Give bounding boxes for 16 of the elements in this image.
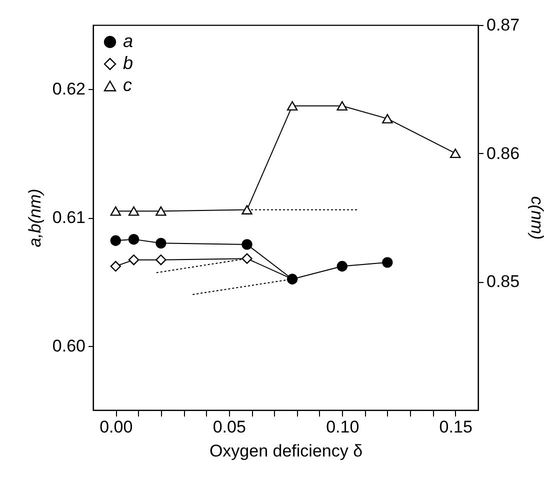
- legend-label: b: [123, 53, 134, 73]
- y2-tick-label: 0.86: [486, 144, 520, 163]
- y-tick-label: 0.60: [52, 336, 86, 356]
- x-tick-label: 0.00: [100, 418, 133, 436]
- y-tick-label: 0.61: [52, 208, 86, 227]
- y2-tick-label: 0.87: [486, 16, 520, 34]
- y-axis-title: a,b(nm): [25, 188, 44, 248]
- x-axis-title: Oxygen deficiency δ: [209, 442, 363, 460]
- x-tick-label: 0.10: [326, 418, 360, 436]
- legend-label: c: [123, 75, 132, 95]
- x-tick-label: 0.05: [212, 418, 246, 436]
- legend-label: a: [123, 31, 134, 51]
- y2-axis-title: c(nm): [528, 196, 544, 240]
- y2-tick-label: 0.85: [486, 272, 520, 292]
- x-tick-label: 0.15: [439, 418, 472, 436]
- y-tick-label: 0.62: [52, 80, 86, 99]
